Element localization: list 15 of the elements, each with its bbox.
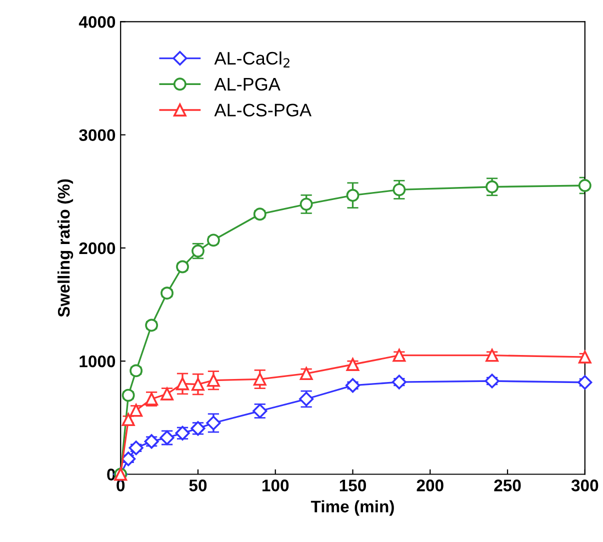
y-tick-label: 1000 — [80, 356, 116, 368]
y-axis-title: Swelling ratio (%) — [58, 179, 74, 317]
x-tick-label: 150 — [340, 480, 366, 492]
y-tick-label: 3000 — [79, 129, 116, 142]
legend-label: AL-PGA — [214, 78, 280, 91]
x-tick-label: 250 — [494, 480, 521, 492]
y-tick-label: 2000 — [79, 242, 116, 254]
legend-label: AL-CaCl$_{2}$ — [214, 51, 290, 68]
x-tick-label: 100 — [262, 480, 289, 492]
y-tick-label: 4000 — [78, 16, 116, 28]
x-tick-label: 50 — [189, 480, 207, 492]
x-axis-title: Time (min) — [310, 500, 394, 516]
x-tick-label: 200 — [416, 480, 444, 492]
x-tick-label: 300 — [571, 480, 598, 492]
legend-label: AL-CS-PGA — [214, 104, 312, 116]
